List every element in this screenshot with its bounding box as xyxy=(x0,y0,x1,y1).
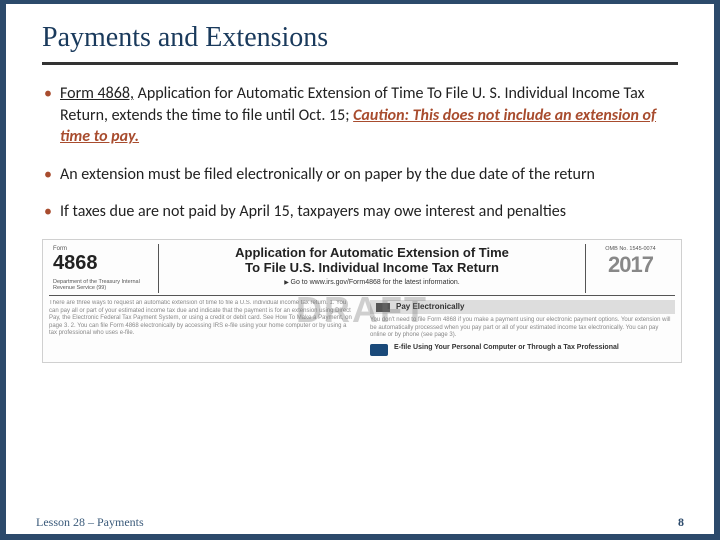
form-year: 2017 xyxy=(590,252,671,278)
efile-icon xyxy=(370,344,388,356)
bullet-item: If taxes due are not paid by April 15, t… xyxy=(42,201,678,223)
bullet-item: Form 4868, Application for Automatic Ext… xyxy=(42,83,678,148)
form-header-center: Application for Automatic Extension of T… xyxy=(159,244,585,293)
bullet-text: If taxes due are not paid by April 15, t… xyxy=(60,202,566,221)
slide-footer: Lesson 28 – Payments 8 xyxy=(36,515,684,530)
bullet-list: Form 4868, Application for Automatic Ext… xyxy=(42,83,678,223)
bullet-item: An extension must be filed electronicall… xyxy=(42,164,678,186)
form-title-line2: To File U.S. Individual Income Tax Retur… xyxy=(167,261,577,276)
form-title-line1: Application for Automatic Extension of T… xyxy=(167,246,577,261)
form-department: Department of the Treasury Internal Reve… xyxy=(53,279,154,291)
bullet-text: An extension must be filed electronicall… xyxy=(60,165,595,184)
slide-title: Payments and Extensions xyxy=(42,22,678,65)
form-body: There are three ways to request an autom… xyxy=(49,296,675,356)
form-number: 4868 xyxy=(53,252,154,275)
form-body-left: There are three ways to request an autom… xyxy=(49,300,364,356)
form-right-para: You don't need to file Form 4868 if you … xyxy=(370,317,675,340)
form-4868-preview: Form 4868 Department of the Treasury Int… xyxy=(42,239,682,363)
slide-container: Payments and Extensions Form 4868, Appli… xyxy=(6,4,714,534)
form-goto-url: Go to www.irs.gov/Form4868 for the lates… xyxy=(167,279,577,286)
form-header: Form 4868 Department of the Treasury Int… xyxy=(49,244,675,296)
page-number: 8 xyxy=(678,515,684,530)
pay-electronically-header: Pay Electronically xyxy=(370,300,675,314)
form-header-left: Form 4868 Department of the Treasury Int… xyxy=(49,244,159,293)
form-link[interactable]: Form 4868, xyxy=(60,84,134,103)
pay-header-text: Pay Electronically xyxy=(396,302,464,312)
lesson-label: Lesson 28 – Payments xyxy=(36,515,144,530)
form-header-right: OMB No. 1545-0074 2017 xyxy=(585,244,675,293)
efile-row: E-file Using Your Personal Computer or T… xyxy=(370,344,675,356)
card-icon xyxy=(376,303,390,312)
efile-text: E-file Using Your Personal Computer or T… xyxy=(394,344,619,356)
form-body-right: Pay Electronically You don't need to fil… xyxy=(364,300,675,356)
